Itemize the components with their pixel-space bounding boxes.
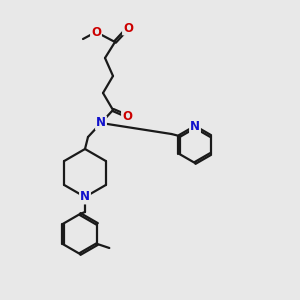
Text: O: O xyxy=(91,26,101,38)
Text: N: N xyxy=(80,190,90,203)
Text: N: N xyxy=(190,121,200,134)
Text: N: N xyxy=(96,116,106,130)
Text: O: O xyxy=(122,110,132,122)
Text: O: O xyxy=(123,22,133,34)
